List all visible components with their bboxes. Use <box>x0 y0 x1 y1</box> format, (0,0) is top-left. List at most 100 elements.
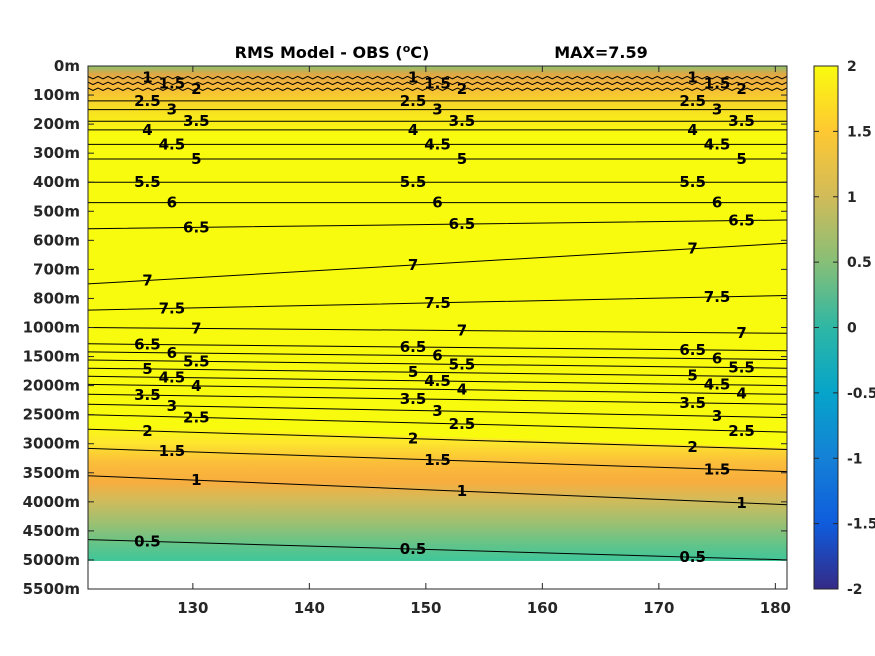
colorbar-ticks: 2 1.5 1 0.5 0 -0.5 -1 -1.5 -2 <box>814 59 875 598</box>
contour-label: 7 <box>457 322 467 340</box>
contour-line <box>88 375 787 387</box>
contour-label: 4 <box>687 121 697 139</box>
y-tick-label: 400m <box>33 173 80 191</box>
contour-label: 3.5 <box>183 112 210 130</box>
contour-label: 4.5 <box>159 135 186 153</box>
field-deep-band <box>88 425 787 561</box>
y-tick-label: 600m <box>33 231 80 249</box>
contour-label: 2.5 <box>449 415 476 433</box>
contour-label: 5.5 <box>679 173 706 191</box>
contour-label: 5.5 <box>134 173 161 191</box>
contour-label: 5.5 <box>400 173 427 191</box>
contour-label: 1 <box>687 69 697 87</box>
contour-label: 2.5 <box>728 422 755 440</box>
contour-label: 5.5 <box>183 352 210 370</box>
contour-label: 6 <box>167 194 177 212</box>
colorbar-tick-label: 0.5 <box>847 255 872 271</box>
y-tick-label: 4000m <box>23 493 80 511</box>
contour-label: 2 <box>408 430 418 448</box>
contour-label: 0.5 <box>134 532 161 550</box>
contour-label: 1 <box>736 494 746 512</box>
contour-label: 6 <box>432 194 442 212</box>
contour-label: 4.5 <box>704 376 731 394</box>
contour-line <box>88 475 787 506</box>
contour-label: 7.5 <box>159 299 186 317</box>
contour-label: 1.5 <box>424 74 451 92</box>
contour-label: 3 <box>432 101 442 119</box>
contour-line <box>88 539 787 561</box>
contour-label: 3 <box>432 402 442 420</box>
contour-label: 4.5 <box>159 368 186 386</box>
contour-line <box>88 81 787 86</box>
contour-label: 3.5 <box>449 112 476 130</box>
y-tick-label: 3000m <box>23 435 80 453</box>
contour-label: 1.5 <box>424 451 451 469</box>
contour-label: 7 <box>736 324 746 342</box>
contour-labels: 1 1 11.5 1.5 1.52 2 22.5 2.5 2.53 3 33.5 3.5 3.54 4 44… <box>134 69 755 567</box>
contour-line <box>88 428 787 450</box>
contour-label: 4 <box>457 381 467 399</box>
field-top-band <box>88 66 787 134</box>
contour-label: 3 <box>167 101 177 119</box>
y-tick-label: 300m <box>33 144 80 162</box>
contour-label: 5.5 <box>728 359 755 377</box>
heatmap-field <box>88 66 787 561</box>
y-tick-label: 200m <box>33 115 80 133</box>
contour-label: 5 <box>142 360 152 378</box>
contour-label: 5.5 <box>449 355 476 373</box>
y-tick-label: 1000m <box>23 319 80 337</box>
contour-line <box>88 87 787 91</box>
colorbar-tick-label: -1.5 <box>847 517 875 533</box>
contour-label: 2.5 <box>134 92 161 110</box>
y-tick-label: 5000m <box>23 551 80 569</box>
contour-label: 2 <box>457 80 467 98</box>
contour-line <box>88 219 787 230</box>
contour-line <box>88 359 787 369</box>
y-axis-ticks: 0m 100m 200m 300m 400m 500m 600m 700m 800m 1000m 1… <box>23 57 787 598</box>
contour-label: 3.5 <box>134 386 161 404</box>
contour-label: 1 <box>142 69 152 87</box>
contour-label: 4.5 <box>704 135 731 153</box>
contour-label: 1 <box>457 482 467 500</box>
contour-label: 6.5 <box>679 341 706 359</box>
contour-line <box>88 295 787 311</box>
contour-label: 6 <box>432 347 442 365</box>
contour-label: 1.5 <box>704 460 731 478</box>
contour-lines <box>88 75 787 561</box>
colorbar-tick-label: -1 <box>847 451 863 467</box>
contour-line <box>88 327 787 334</box>
contour-line <box>88 414 787 433</box>
contour-label: 4.5 <box>424 372 451 390</box>
y-tick-label: 800m <box>33 289 80 307</box>
contour-label: 2 <box>687 438 697 456</box>
chart-title: RMS Model - OBS (oC) <box>235 42 430 62</box>
contour-label: 6 <box>712 350 722 368</box>
y-tick-label: 5500m <box>23 580 80 598</box>
x-tick-label: 160 <box>527 599 558 617</box>
contour-label: 7 <box>687 240 697 258</box>
x-tick-label: 150 <box>410 599 441 617</box>
colorbar-tick-label: 2 <box>847 59 857 75</box>
colorbar-tick-label: -2 <box>847 582 863 598</box>
contour-label: 2.5 <box>679 92 706 110</box>
contour-label: 5 <box>457 150 467 168</box>
contour-label: 6 <box>712 194 722 212</box>
contour-label: 6.5 <box>134 335 161 353</box>
max-label: MAX=7.59 <box>554 43 648 62</box>
y-tick-label: 3500m <box>23 464 80 482</box>
y-tick-label: 700m <box>33 260 80 278</box>
contour-label: 7.5 <box>704 288 731 306</box>
contour-label: 3.5 <box>400 390 427 408</box>
contour-label: 6.5 <box>400 338 427 356</box>
contour-label: 0.5 <box>400 540 427 558</box>
contour-label: 6.5 <box>728 212 755 230</box>
contour-line <box>88 447 787 473</box>
contour-label: 1.5 <box>159 74 186 92</box>
contour-label: 2 <box>736 80 746 98</box>
contour-label: 3.5 <box>728 112 755 130</box>
contour-label: 2 <box>142 422 152 440</box>
y-tick-label: 500m <box>33 202 80 220</box>
y-tick-label: 2500m <box>23 406 80 424</box>
contour-label: 6.5 <box>183 218 210 236</box>
